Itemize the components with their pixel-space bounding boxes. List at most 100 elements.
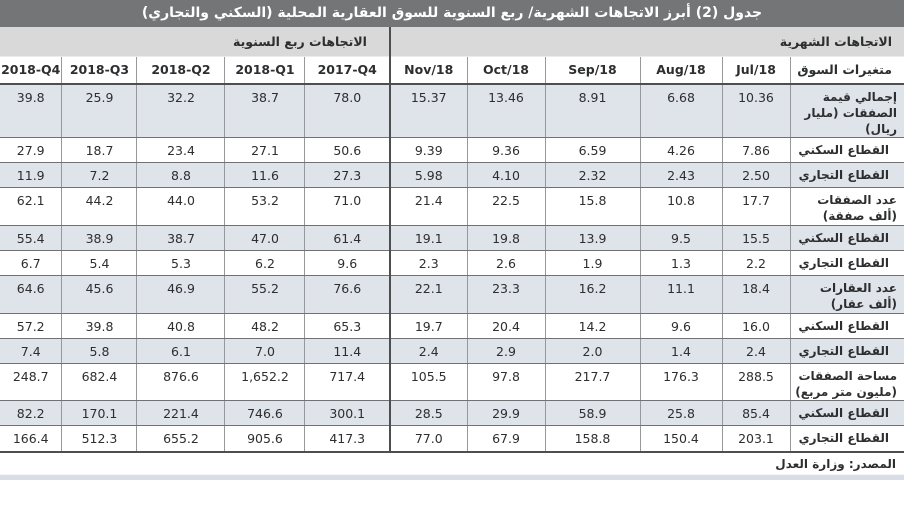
data-cell: 38.9 xyxy=(61,225,137,252)
table-row: القطاع السكني 85.4 25.8 58.9 29.9 28.5 300.1 74… xyxy=(0,400,904,427)
data-cell: 8.8 xyxy=(136,162,225,189)
data-table: الاتجاهات الشهرية الاتجاهات ربع السنوية … xyxy=(0,27,904,451)
data-cell: 8.91 xyxy=(544,84,640,139)
data-cell: 7.4 xyxy=(0,338,62,364)
data-cell: 97.8 xyxy=(466,363,545,402)
data-cell: 21.4 xyxy=(389,187,467,227)
data-cell: 2.3 xyxy=(389,250,467,277)
column-header: 2018-Q1 xyxy=(224,56,305,85)
data-cell: 417.3 xyxy=(304,425,391,451)
table-row: عدد الصفقات (ألف صفقة) 17.7 10.8 15.8 22.5 21… xyxy=(0,187,904,227)
data-cell: 1.9 xyxy=(544,250,640,277)
data-cell: 38.7 xyxy=(136,225,225,252)
data-cell: 876.6 xyxy=(136,363,225,402)
data-cell: 248.7 xyxy=(0,363,62,402)
row-label: مساحة الصفقات (مليون متر مربع) xyxy=(789,363,904,402)
data-cell: 221.4 xyxy=(136,400,225,427)
row-label: عدد الصفقات (ألف صفقة) xyxy=(789,187,904,227)
data-cell: 746.6 xyxy=(224,400,305,427)
data-cell: 10.8 xyxy=(639,187,722,227)
data-cell: 9.39 xyxy=(389,137,467,164)
data-cell: 15.37 xyxy=(389,84,467,139)
group-header-monthly: الاتجاهات الشهرية xyxy=(389,27,904,57)
data-cell: 27.1 xyxy=(224,137,305,164)
data-cell: 45.6 xyxy=(61,275,137,314)
data-cell: 682.4 xyxy=(61,363,137,402)
table-row: القطاع التجاري 2.4 1.4 2.0 2.9 2.4 11.4 7.0 6.1 5… xyxy=(0,338,904,364)
data-cell: 4.10 xyxy=(466,162,545,189)
data-cell: 288.5 xyxy=(721,363,790,402)
data-cell: 19.8 xyxy=(466,225,545,252)
data-cell: 15.5 xyxy=(721,225,790,252)
data-cell: 82.2 xyxy=(0,400,62,427)
data-cell: 11.6 xyxy=(224,162,305,189)
data-cell: 67.9 xyxy=(466,425,545,451)
data-cell: 6.59 xyxy=(544,137,640,164)
table-row: القطاع التجاري 2.2 1.3 1.9 2.6 2.3 9.6 6.2 5.3 5.… xyxy=(0,250,904,277)
data-cell: 2.6 xyxy=(466,250,545,277)
table-row: القطاع التجاري 2.50 2.43 2.32 4.10 5.98 27.3 11… xyxy=(0,162,904,189)
data-cell: 11.4 xyxy=(304,338,391,364)
table-row: عدد العقارات (ألف عقار) 18.4 11.1 16.2 23.3 2… xyxy=(0,275,904,314)
data-cell: 15.8 xyxy=(544,187,640,227)
group-header-row: الاتجاهات الشهرية الاتجاهات ربع السنوية xyxy=(0,27,904,57)
data-cell: 25.8 xyxy=(639,400,722,427)
data-cell: 2.4 xyxy=(389,338,467,364)
data-cell: 20.4 xyxy=(466,313,545,339)
data-cell: 16.0 xyxy=(721,313,790,339)
data-cell: 38.7 xyxy=(224,84,305,139)
data-cell: 2.0 xyxy=(544,338,640,364)
table-row: إجمالي قيمة الصفقات (مليار ريال) 10.36 6.6… xyxy=(0,84,904,139)
data-cell: 11.9 xyxy=(0,162,62,189)
data-cell: 2.2 xyxy=(721,250,790,277)
table-row: القطاع التجاري 203.1 150.4 158.8 67.9 77.0 417… xyxy=(0,425,904,451)
data-cell: 44.0 xyxy=(136,187,225,227)
column-header: Nov/18 xyxy=(389,56,467,85)
data-cell: 5.4 xyxy=(61,250,137,277)
data-cell: 40.8 xyxy=(136,313,225,339)
data-cell: 4.26 xyxy=(639,137,722,164)
data-cell: 55.2 xyxy=(224,275,305,314)
column-header: Jul/18 xyxy=(721,56,790,85)
data-cell: 5.3 xyxy=(136,250,225,277)
column-header: 2017-Q4 xyxy=(304,56,391,85)
data-cell: 47.0 xyxy=(224,225,305,252)
data-cell: 18.4 xyxy=(721,275,790,314)
data-cell: 23.3 xyxy=(466,275,545,314)
data-cell: 19.7 xyxy=(389,313,467,339)
group-header-quarterly: الاتجاهات ربع السنوية xyxy=(0,27,391,57)
table-body: إجمالي قيمة الصفقات (مليار ريال) 10.36 6.6… xyxy=(0,84,904,451)
data-cell: 13.46 xyxy=(466,84,545,139)
data-cell: 17.7 xyxy=(721,187,790,227)
data-cell: 46.9 xyxy=(136,275,225,314)
data-cell: 2.9 xyxy=(466,338,545,364)
table-row: القطاع السكني 16.0 9.6 14.2 20.4 19.7 65.3 48.2… xyxy=(0,313,904,339)
data-cell: 2.50 xyxy=(721,162,790,189)
data-cell: 7.0 xyxy=(224,338,305,364)
data-cell: 22.1 xyxy=(389,275,467,314)
data-cell: 1.4 xyxy=(639,338,722,364)
data-cell: 50.6 xyxy=(304,137,391,164)
data-cell: 76.6 xyxy=(304,275,391,314)
data-cell: 2.32 xyxy=(544,162,640,189)
data-cell: 9.6 xyxy=(304,250,391,277)
data-cell: 2.4 xyxy=(721,338,790,364)
data-cell: 85.4 xyxy=(721,400,790,427)
column-header: Oct/18 xyxy=(466,56,545,85)
data-cell: 2.43 xyxy=(639,162,722,189)
data-cell: 1.3 xyxy=(639,250,722,277)
data-cell: 32.2 xyxy=(136,84,225,139)
data-cell: 28.5 xyxy=(389,400,467,427)
data-cell: 217.7 xyxy=(544,363,640,402)
row-label: القطاع التجاري xyxy=(789,162,904,189)
data-cell: 16.2 xyxy=(544,275,640,314)
data-cell: 23.4 xyxy=(136,137,225,164)
table-title: جدول (2) أبرز الاتجاهات الشهرية/ ربع الس… xyxy=(0,0,904,27)
data-cell: 58.9 xyxy=(544,400,640,427)
data-cell: 14.2 xyxy=(544,313,640,339)
data-cell: 27.3 xyxy=(304,162,391,189)
source-note: المصدر: وزارة العدل xyxy=(0,450,904,474)
row-label: القطاع السكني xyxy=(789,313,904,339)
data-cell: 62.1 xyxy=(0,187,62,227)
